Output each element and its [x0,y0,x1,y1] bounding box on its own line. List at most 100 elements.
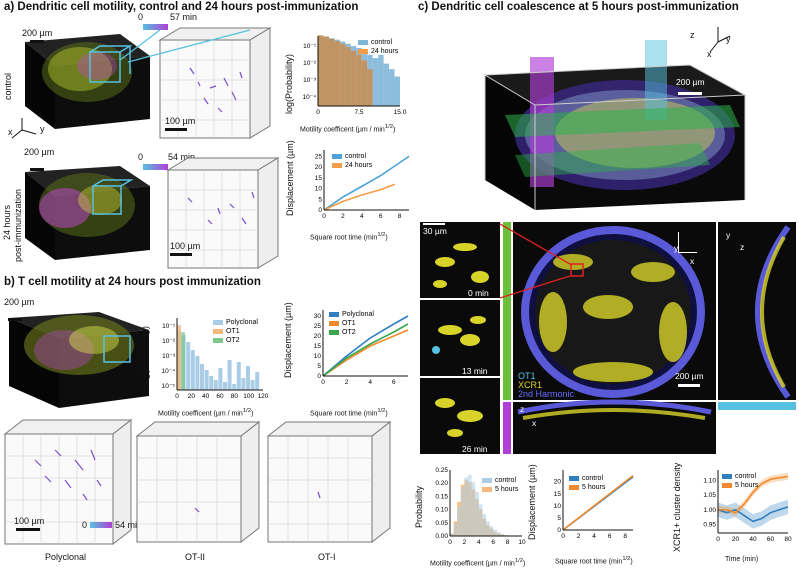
c-cluster-ylabel: XCR1+ cluster density [672,462,682,552]
histogram-bar [450,533,454,536]
confidence-band [718,499,788,529]
histogram-bar [468,474,472,536]
axis-z-label: z [690,30,695,40]
legend-label: Polyclonal [342,311,374,318]
tile-time-label: 0 min [468,288,489,298]
channel-ot1-label: OT1 [518,371,536,381]
histogram-bar [186,342,191,390]
legend-swatch [722,474,732,479]
histogram-bar [255,372,260,390]
y-tick-label: 1.05 [703,492,716,499]
histogram-bar [246,366,250,390]
y-tick-label: 5 [557,515,561,522]
x-tick-label: 0 [321,379,325,386]
axis-y-label: y [726,230,731,240]
time-end-label: 54 min [168,152,196,162]
y-tick-label: 25 [315,153,323,160]
histogram-bar [361,60,368,106]
legend-label: control [495,477,516,484]
time-end-label: 57 min [170,12,198,22]
x-tick-label: 60 [767,536,775,543]
y-tick-label: 10⁻² [162,338,176,345]
channel-xcr1-label: XCR1 [518,380,543,390]
histogram-bar [500,534,504,536]
x-tick-label: 4 [477,539,481,546]
legend-swatch [358,49,368,54]
series-line [717,506,789,523]
y-tick-label: 30 [314,313,322,320]
histogram-bar [389,69,395,106]
c-cluster-chart: 0 20 40 60 80 0.95 1.00 1.05 1.10 control 5 hours [700,470,792,545]
time-colorbar [143,164,168,170]
x-tick-label: 2 [345,379,349,386]
y-tick-label: 0 [317,373,321,380]
x-tick-label: 40 [202,393,210,400]
tcell-3d-block [4,300,154,415]
histogram-bar [378,54,384,106]
scale-bar [30,40,44,43]
post-immunization-label: post-immunization [13,188,23,262]
y-tick-label: 10⁻³ [303,77,317,84]
y-tick-label: 10⁻¹ [162,323,176,330]
legend-label: 5 hours [582,484,606,491]
histogram-bar [181,332,185,390]
tile-26min [420,378,500,454]
cube-label-ot1: OT-I [318,552,336,562]
series-line [322,323,409,377]
panel-c-title: c) Dendritic cell coalescence at 5 hours… [418,1,739,13]
y-tick-label: 10⁻⁵ [162,383,176,390]
h24-3d-block [5,150,155,265]
cube-label-polyclonal: Polyclonal [45,552,87,562]
a-line-xlabel: Square root time (min1/2) [310,232,388,242]
c-line-xlabel: Square root time (min1/2) [555,556,633,566]
zoom-connector [499,223,571,299]
y-tick-label: 10 [314,353,322,360]
a-hist-ylabel: log(Probability) [284,53,294,114]
x-tick-label: 4 [368,379,372,386]
control-track-cube [158,27,275,143]
y-tick-label: 0.15 [435,493,448,500]
cube-label-ot2: OT-II [185,552,205,562]
legend-label: control [345,153,366,160]
histogram-bar [482,514,486,536]
yz-slice-image [718,222,796,400]
panel-a-title: a) Dendritic cell motility, control and … [4,1,359,13]
scale-30-label: 30 µm [423,226,447,236]
series-line [562,474,634,531]
b-line-ylabel: Displacement (µm) [283,302,293,378]
scale-bar [30,168,44,171]
legend-swatch [482,478,492,483]
y-tick-label: 15 [315,175,323,182]
x-tick-label: 2 [577,533,581,540]
axis-x-label: x [532,418,537,428]
histogram-bar [328,38,335,106]
y-tick-label: 15 [554,491,562,498]
histogram-bar [204,370,209,390]
histogram-bar [323,36,329,107]
histogram-bar [200,364,204,390]
legend-swatch [569,485,579,490]
y-tick-label: 20 [314,333,322,340]
x-tick-label: 15.0 [394,109,407,116]
y-tick-label: 0.00 [435,533,448,540]
time-end-label: 54 min [115,520,143,530]
histogram-bar [339,43,346,106]
y-tick-label: 1.00 [703,507,716,514]
histogram-bar [486,521,490,536]
histogram-bar [223,382,227,390]
y-tick-label: 0 [318,207,322,214]
x-tick-label: 0 [716,536,720,543]
b-displacement-chart: 0 2 4 6 0 5 10 15 20 25 30 Polyclonal OT1 OT2 [305,310,410,388]
tile-0min [420,222,500,298]
legend-label: OT1 [342,320,356,327]
x-tick-label: 6 [392,379,396,386]
c-hist-chart: 0 2 4 6 8 10 0.00 0.05 0.10 0.15 0.20 0.25 control 5 … [432,467,526,548]
y-tick-label: 5 [318,196,322,203]
scale-bar [8,318,22,321]
x-tick-label: 0 [322,213,326,220]
x-tick-label: 7.5 [354,109,363,116]
histogram-bar [394,76,400,106]
series-line [322,329,409,377]
xy-slice-image [513,222,716,400]
histogram-bar [190,350,195,390]
